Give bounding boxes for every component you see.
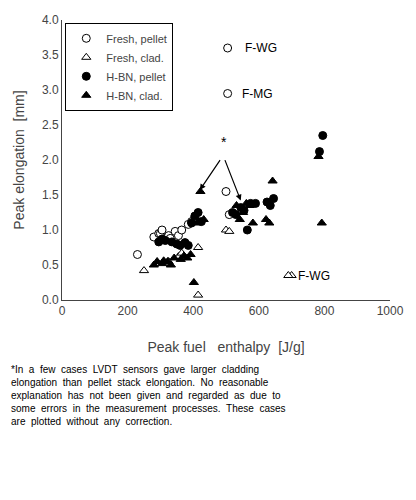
svg-text:200: 200 [118,304,138,318]
svg-text:Fresh, clad.: Fresh, clad. [106,52,163,64]
svg-text:*: * [221,134,227,150]
svg-text:F-WG: F-WG [298,269,330,283]
svg-text:F-WG: F-WG [245,41,277,55]
svg-text:Fresh, pellet: Fresh, pellet [106,33,167,45]
svg-text:1000: 1000 [377,304,404,318]
svg-text:400: 400 [183,304,203,318]
svg-text:Peak elongation [mm]: Peak elongation [mm] [11,90,27,229]
svg-text:0.0: 0.0 [42,293,59,307]
svg-text:2.0: 2.0 [42,153,59,167]
svg-text:H-BN, pellet: H-BN, pellet [106,71,165,83]
svg-text:1.0: 1.0 [42,223,59,237]
svg-text:Peak fuel enthalpy [J/g]: Peak fuel enthalpy [J/g] [147,339,304,355]
svg-text:0.5: 0.5 [42,258,59,272]
svg-text:F-MG: F-MG [242,87,273,101]
svg-text:*In a few cases LVDT sens: *In a few cases LVDT sensors gave larger… [11,364,286,427]
svg-text:3.5: 3.5 [42,48,59,62]
svg-text:4.0: 4.0 [42,13,59,27]
svg-text:800: 800 [314,304,334,318]
svg-text:3.0: 3.0 [42,83,59,97]
svg-text:1.5: 1.5 [42,188,59,202]
svg-text:0: 0 [59,304,66,318]
svg-text:H-BN, clad.: H-BN, clad. [106,90,162,102]
svg-text:600: 600 [249,304,269,318]
svg-text:2.5: 2.5 [42,118,59,132]
